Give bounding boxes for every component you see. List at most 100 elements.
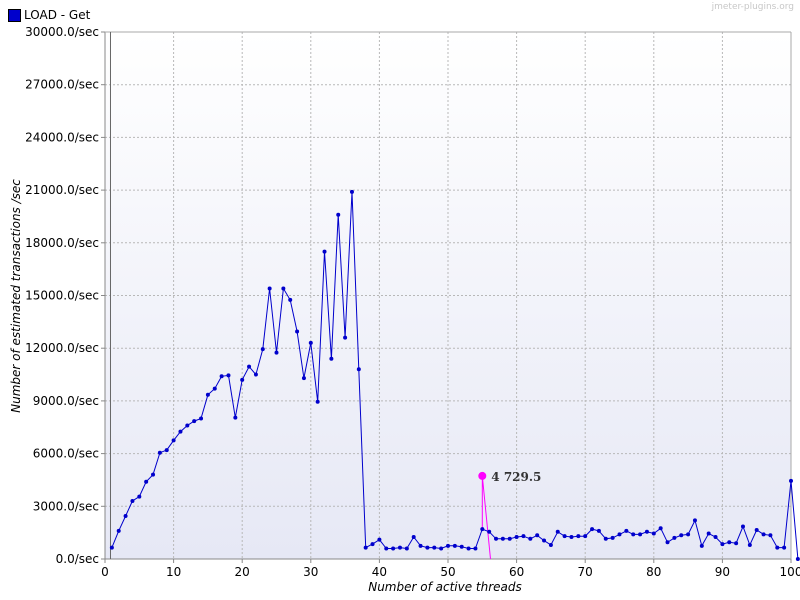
data-point bbox=[679, 533, 684, 538]
data-point bbox=[638, 532, 643, 537]
data-point bbox=[782, 545, 787, 550]
chart-legend: LOAD - Get bbox=[8, 8, 90, 22]
data-point bbox=[199, 416, 204, 421]
data-point bbox=[494, 536, 499, 541]
x-tick-label: 50 bbox=[440, 565, 455, 579]
data-point bbox=[727, 540, 732, 545]
data-point bbox=[795, 557, 800, 561]
data-point bbox=[548, 542, 553, 547]
data-point bbox=[171, 438, 176, 443]
x-tick-label: 0 bbox=[101, 565, 109, 579]
data-point bbox=[219, 374, 224, 379]
data-point bbox=[363, 545, 368, 550]
data-point bbox=[699, 543, 704, 548]
data-point bbox=[267, 286, 272, 291]
data-point bbox=[411, 535, 416, 540]
data-point bbox=[130, 499, 135, 504]
x-tick-label: 100 bbox=[780, 565, 800, 579]
y-tick-label: 0.0/sec bbox=[56, 552, 99, 566]
data-point bbox=[686, 532, 691, 537]
data-point bbox=[432, 545, 437, 550]
data-point bbox=[624, 528, 629, 533]
data-point bbox=[775, 545, 780, 550]
data-point bbox=[144, 479, 149, 484]
y-tick-label: 3000.0/sec bbox=[33, 499, 99, 513]
data-point bbox=[590, 527, 595, 532]
data-point bbox=[542, 538, 547, 543]
data-point bbox=[569, 535, 574, 540]
data-point bbox=[425, 545, 430, 550]
x-tick-label: 30 bbox=[303, 565, 318, 579]
data-point bbox=[610, 535, 615, 540]
data-point bbox=[651, 531, 656, 536]
data-point bbox=[349, 189, 354, 194]
data-point bbox=[151, 472, 156, 477]
data-point bbox=[740, 524, 745, 529]
data-point bbox=[329, 356, 334, 361]
data-point bbox=[535, 533, 540, 538]
y-tick-label: 30000.0/sec bbox=[25, 25, 99, 39]
data-point bbox=[418, 543, 423, 548]
data-point bbox=[308, 340, 313, 345]
data-point bbox=[487, 529, 492, 534]
data-point bbox=[281, 286, 286, 291]
data-point bbox=[439, 546, 444, 551]
x-axis-title: Number of active threads bbox=[368, 580, 522, 594]
x-tick-label: 40 bbox=[372, 565, 387, 579]
data-point bbox=[295, 329, 300, 334]
x-tick-label: 90 bbox=[715, 565, 730, 579]
data-point bbox=[446, 543, 450, 548]
data-point bbox=[212, 386, 217, 391]
data-point bbox=[205, 392, 210, 397]
data-point bbox=[734, 541, 739, 546]
data-point bbox=[253, 372, 258, 377]
data-point bbox=[603, 536, 608, 541]
data-point bbox=[288, 297, 293, 302]
data-point bbox=[514, 535, 519, 540]
legend-swatch bbox=[8, 8, 21, 22]
y-tick-label: 24000.0/sec bbox=[25, 130, 99, 144]
data-point bbox=[192, 419, 197, 424]
data-point bbox=[164, 448, 169, 453]
data-point bbox=[226, 373, 231, 378]
data-point bbox=[452, 543, 457, 548]
x-tick-label: 80 bbox=[646, 565, 661, 579]
data-point bbox=[384, 546, 389, 551]
y-tick-label: 27000.0/sec bbox=[25, 78, 99, 92]
data-point bbox=[528, 536, 533, 541]
data-point bbox=[157, 450, 162, 455]
data-point bbox=[754, 528, 759, 533]
watermark: jmeter-plugins.org bbox=[711, 2, 794, 12]
data-point bbox=[672, 535, 677, 540]
data-point bbox=[500, 536, 505, 541]
data-point bbox=[274, 350, 279, 355]
data-point bbox=[617, 532, 622, 537]
data-point bbox=[596, 528, 601, 533]
data-point bbox=[377, 537, 382, 542]
x-tick-label: 20 bbox=[235, 565, 250, 579]
data-point bbox=[631, 532, 636, 537]
data-point bbox=[137, 494, 142, 499]
y-tick-label: 6000.0/sec bbox=[33, 447, 99, 461]
y-tick-label: 21000.0/sec bbox=[25, 183, 99, 197]
data-point bbox=[747, 542, 752, 547]
data-point bbox=[404, 546, 409, 551]
data-point bbox=[562, 534, 567, 539]
data-point bbox=[507, 536, 512, 541]
data-point bbox=[336, 212, 341, 217]
data-point bbox=[315, 399, 320, 404]
data-point bbox=[370, 542, 375, 547]
data-point bbox=[322, 249, 327, 254]
data-point bbox=[658, 526, 663, 531]
data-point bbox=[260, 347, 265, 352]
data-point bbox=[123, 513, 128, 518]
data-point bbox=[665, 540, 670, 545]
data-point bbox=[233, 415, 238, 420]
data-point bbox=[761, 532, 766, 537]
data-point bbox=[576, 534, 581, 539]
data-point bbox=[247, 364, 252, 369]
data-point bbox=[109, 545, 114, 550]
data-point bbox=[480, 527, 485, 532]
data-point bbox=[391, 546, 396, 551]
